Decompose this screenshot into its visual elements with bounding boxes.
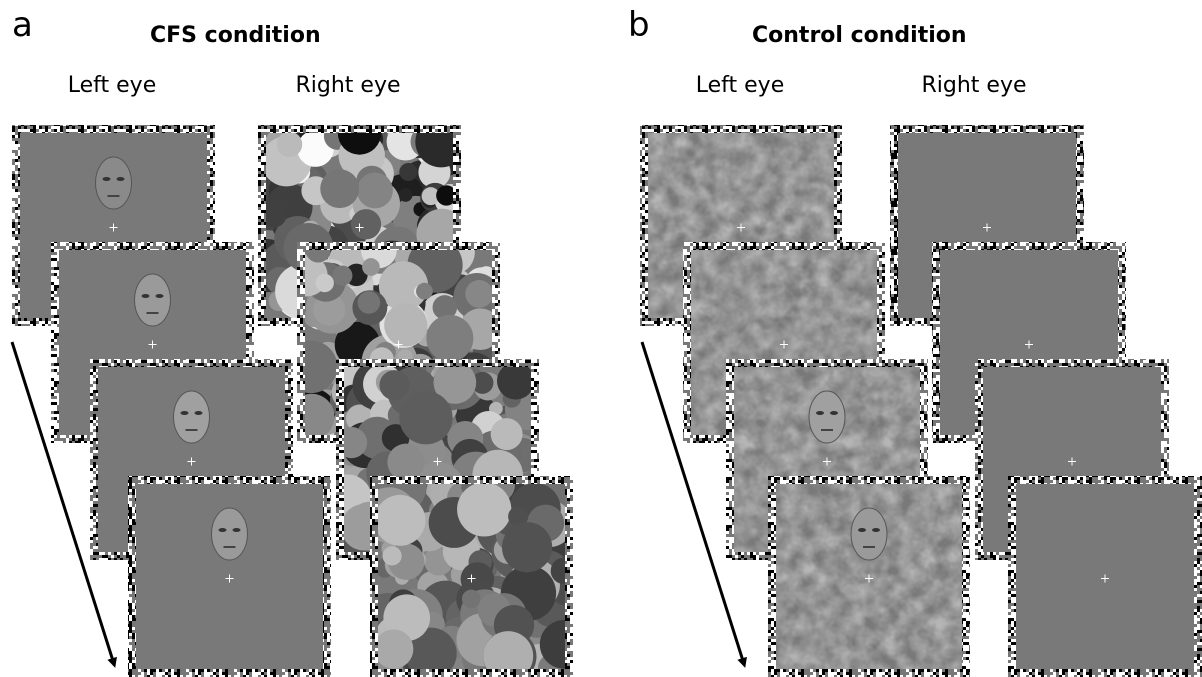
mondrian-disc [362,258,380,276]
mondrian-disc [379,370,409,400]
eye-label: Left eye [68,73,156,98]
eye [142,294,150,298]
mondrian-disc [320,169,359,208]
mondrian-disc [457,482,511,536]
mondrian-disc [416,283,433,300]
stimulus-frame [768,476,970,677]
eye [233,528,241,532]
face [212,508,248,560]
mondrian-disc [357,173,393,209]
eye [103,177,111,181]
mondrian [355,460,589,677]
mondrian-disc [351,209,381,239]
mondrian-disc [374,629,413,668]
eye [816,411,824,415]
eye-label: Left eye [696,73,784,98]
eye [156,294,164,298]
mondrian-disc [465,280,493,308]
mondrian-disc [332,266,352,286]
eye [181,411,189,415]
frames [12,111,1202,677]
mondrian-disc [497,362,534,399]
mondrian-disc [399,188,413,202]
mondrian-disc [384,303,427,346]
panel-title: Control condition [752,23,967,48]
panel-title: CFS condition [150,23,321,48]
mondrian-disc [426,315,473,362]
mondrian-disc [399,391,452,444]
face [135,274,171,326]
face [96,157,132,209]
face [809,391,845,443]
eye [219,528,227,532]
figure: a CFS condition Left eye Right eye b Con… [0,0,1202,677]
eye [858,528,866,532]
eye-label: Right eye [295,73,400,98]
mondrian-disc [358,291,381,314]
mondrian-disc [375,495,426,546]
mondrian-disc [462,590,481,609]
eye [872,528,880,532]
mondrian-disc [540,620,589,669]
mondrian-disc [382,546,401,565]
mondrian-disc [338,111,381,154]
stimulus-frame [355,460,589,677]
mondrian-disc [315,274,333,292]
stimulus-frame [1008,476,1202,677]
mondrian-disc [551,558,577,584]
mondrian-disc [502,522,552,572]
mondrian-disc [387,444,424,481]
panel-label: b [628,5,650,45]
mondrian-disc [399,163,417,181]
eye [117,177,125,181]
face [174,391,210,443]
mondrian-disc [491,418,523,450]
eye [195,411,203,415]
panel-label: a [12,5,33,45]
eye-label: Right eye [921,73,1026,98]
mondrian-disc [289,394,335,440]
stimulus-frame [128,476,331,677]
mondrian-disc [277,132,302,157]
page: a CFS condition Left eye Right eye b Con… [0,0,1202,677]
eye [830,411,838,415]
face [851,508,887,560]
